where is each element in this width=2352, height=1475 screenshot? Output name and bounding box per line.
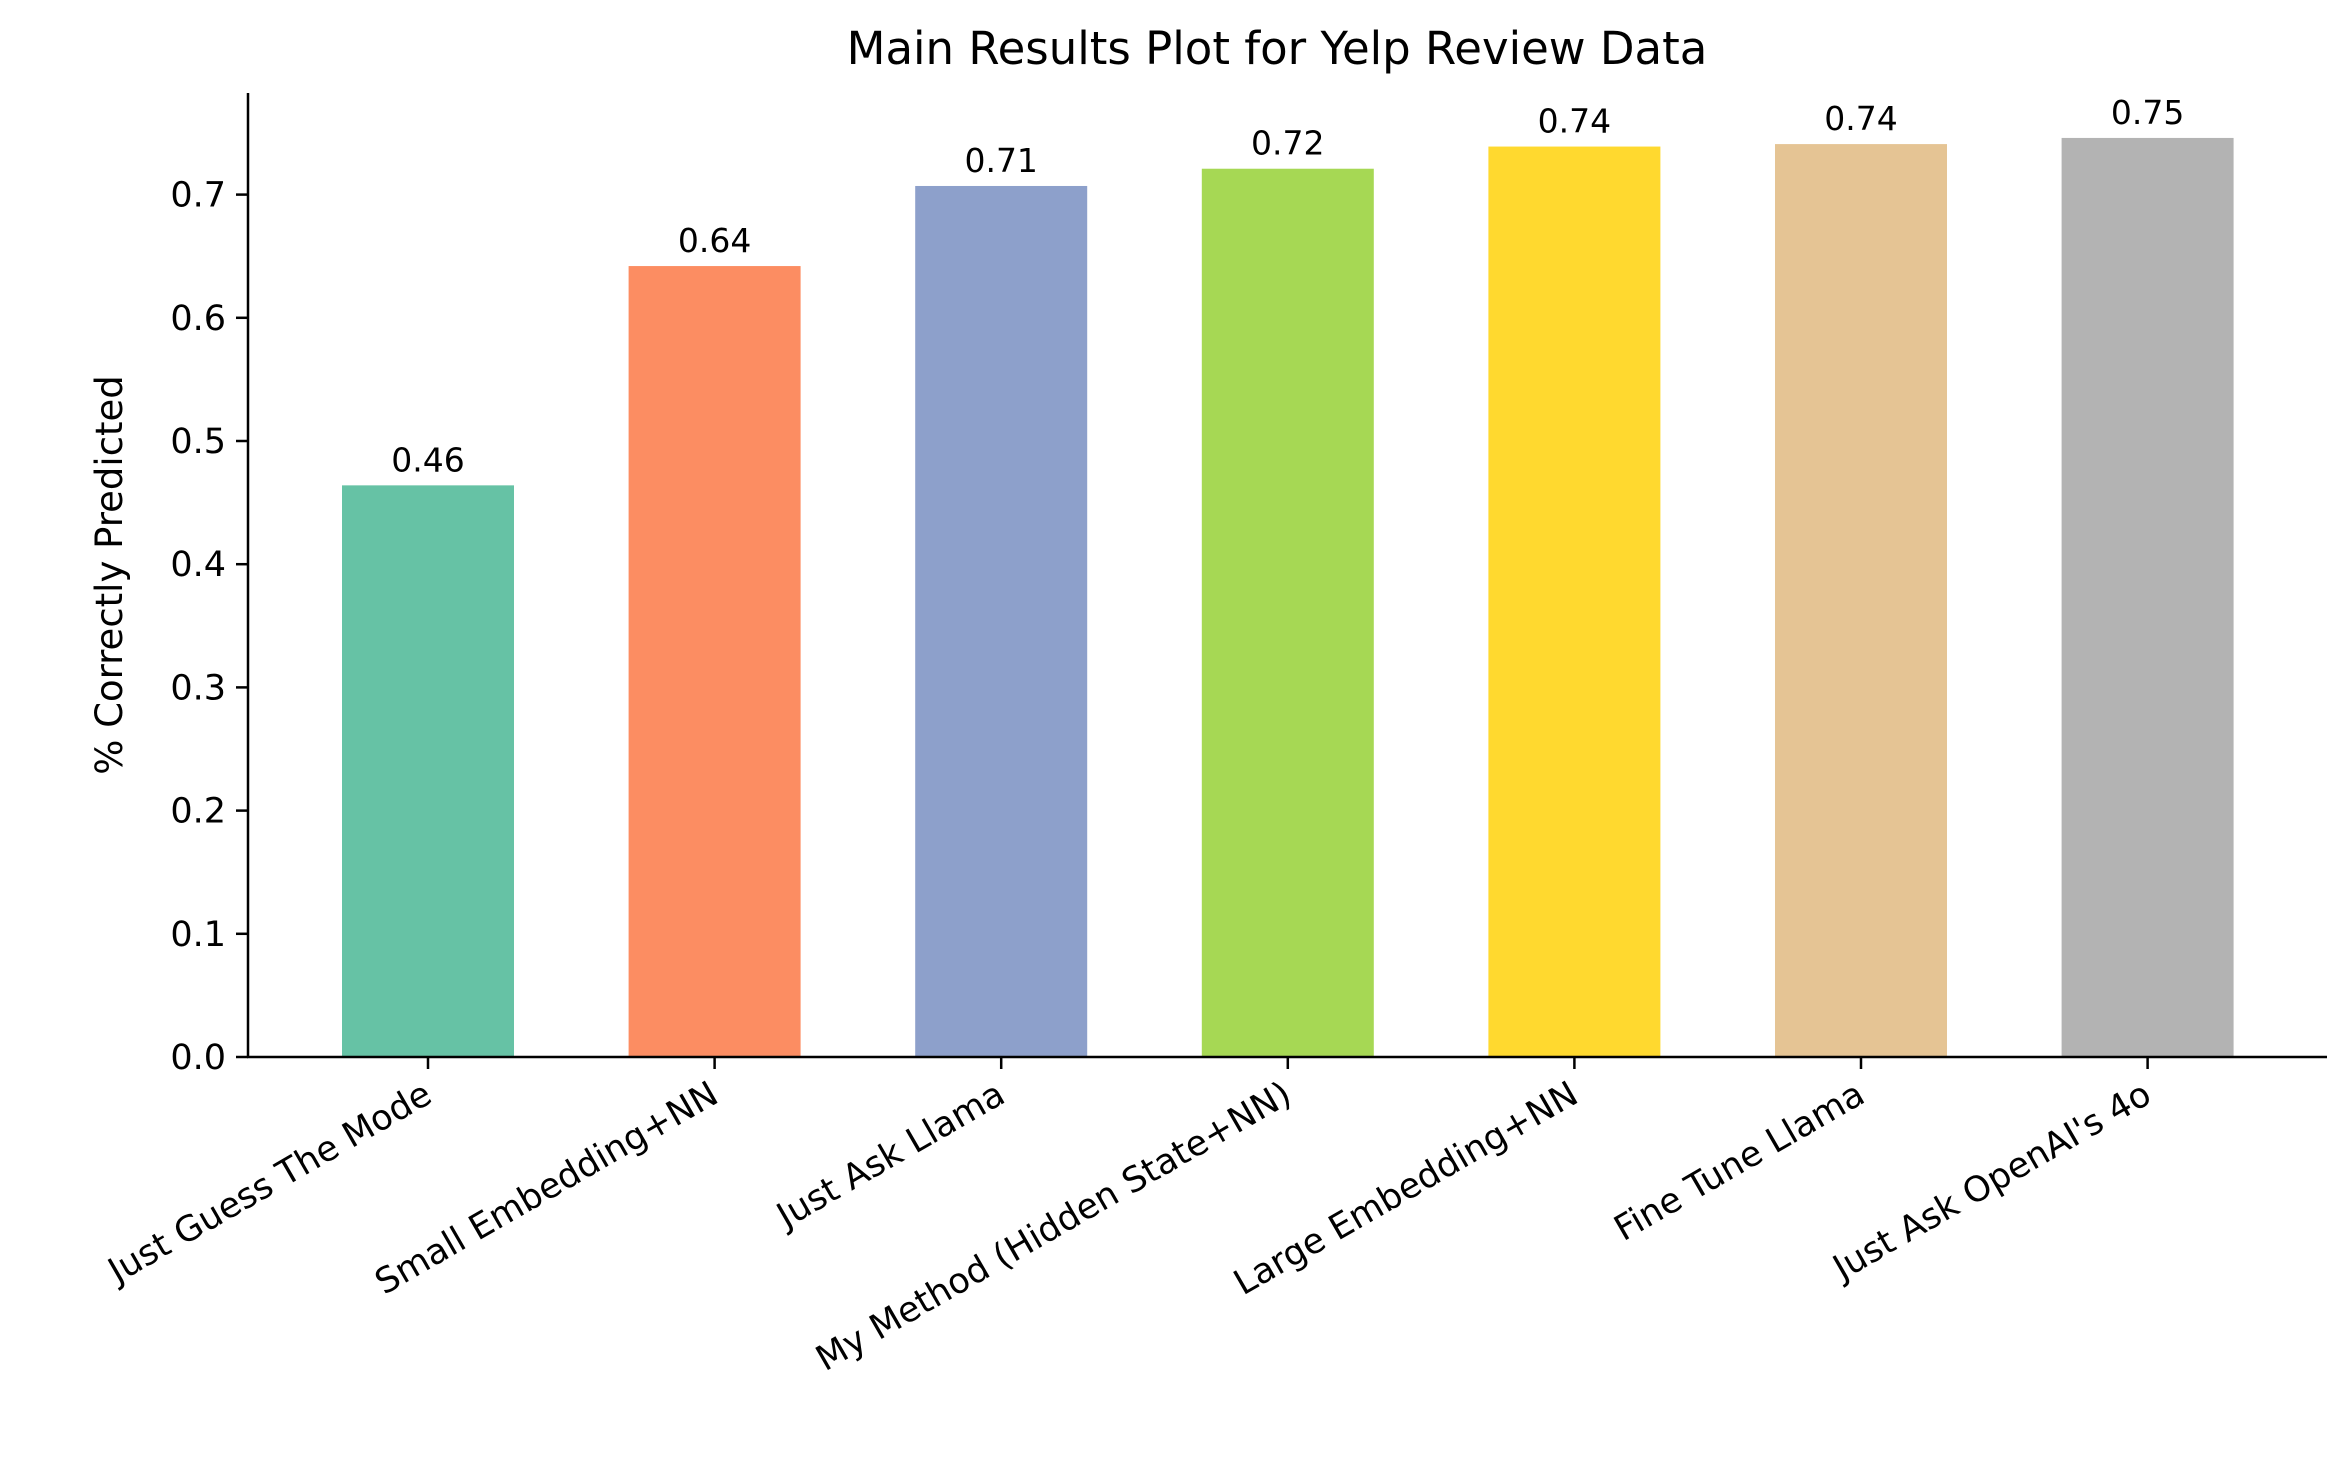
bar-value-label: 0.74 [1824,99,1897,138]
bar-value-label: 0.64 [678,221,751,260]
bar [915,185,1088,1057]
data-labels: 0.46 0.64 0.71 0.72 0.74 0.74 0.75 [391,93,2184,479]
bar [1488,146,1661,1057]
y-tick-label: 0.3 [170,668,226,708]
bar-value-label: 0.71 [964,141,1037,180]
bar-value-label: 0.46 [391,440,464,479]
bar [1201,168,1374,1057]
bar-value-label: 0.75 [2111,93,2184,132]
bar [628,266,801,1057]
y-tick-label: 0.2 [170,792,226,832]
x-tick-label: Just Ask Llama [769,1074,1012,1237]
bar [342,485,514,1057]
y-tick-label: 0.0 [170,1038,226,1078]
y-tick-label: 0.4 [170,545,226,585]
y-tick-label: 0.5 [170,422,226,462]
bar-value-label: 0.72 [1251,124,1324,163]
x-tick-label: Fine Tune Llama [1608,1074,1872,1249]
bars-layer [342,137,2234,1058]
y-axis-label: % Correctly Predicted [88,375,131,775]
y-tick-label: 0.1 [170,915,226,955]
x-tick-label: Just Ask OpenAI's 4o [1825,1074,2158,1289]
x-tick-label: My Method (Hidden State+NN) [809,1074,1298,1379]
bar [1775,144,1947,1057]
bar [2061,137,2234,1058]
y-ticks: 0.0 0.1 0.2 0.3 0.4 0.5 0.6 0.7 [170,176,248,1078]
y-tick-label: 0.6 [170,299,226,339]
y-tick-label: 0.7 [170,176,226,216]
chart-title: Main Results Plot for Yelp Review Data [847,22,1708,75]
bar-value-label: 0.74 [1538,102,1611,141]
